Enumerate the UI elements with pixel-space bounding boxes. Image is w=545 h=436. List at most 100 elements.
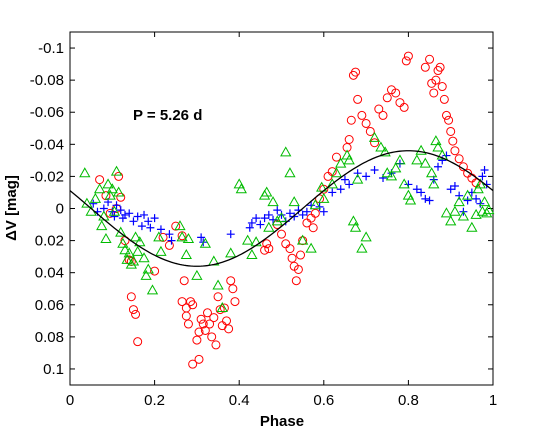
circle-marker [399, 102, 409, 112]
circle-marker [222, 316, 232, 326]
circle-marker [228, 284, 238, 294]
x-tick-label: 0.4 [229, 392, 250, 409]
circle-marker [357, 110, 367, 120]
circle-marker [215, 305, 225, 315]
plus-marker [125, 209, 134, 218]
triangle-marker [79, 167, 91, 178]
plus-marker [482, 180, 491, 189]
plus-marker [450, 182, 459, 191]
triangle-marker [343, 154, 355, 165]
triangle-marker [440, 207, 453, 218]
plus-marker [120, 210, 129, 219]
triangle-marker [134, 236, 146, 247]
triangle-marker [457, 210, 470, 221]
plus-marker [133, 212, 142, 221]
plus-marker [417, 188, 426, 197]
plus-marker [156, 225, 165, 234]
plus-marker [302, 207, 311, 216]
triangle-marker [119, 244, 131, 255]
triangle-marker [347, 215, 360, 226]
triangle-marker [398, 178, 410, 189]
circle-marker [346, 115, 356, 125]
triangle-marker [445, 215, 457, 226]
triangle-marker [316, 181, 328, 192]
circle-marker [224, 324, 234, 334]
fit-curve [69, 150, 494, 267]
triangle-marker [326, 178, 338, 189]
circle-marker [213, 292, 223, 302]
triangle-marker [415, 144, 427, 155]
triangle-marker [112, 186, 125, 197]
circle-marker [441, 110, 451, 120]
circle-marker [131, 309, 141, 319]
circle-marker [114, 171, 124, 181]
y-tick-label: -0.02 [30, 168, 64, 185]
triangle-marker [305, 242, 317, 253]
circle-marker [308, 223, 318, 233]
y-tick-label: -0.06 [30, 104, 64, 121]
circle-marker [202, 308, 212, 318]
triangle-marker [89, 192, 102, 203]
plus-marker [264, 210, 273, 219]
x-tick-label: 0 [66, 392, 74, 409]
plus-marker [285, 209, 294, 218]
circle-marker [439, 94, 449, 104]
circle-marker [133, 337, 143, 347]
plus-marker [319, 207, 328, 216]
circle-marker [435, 62, 445, 72]
circle-marker [211, 340, 221, 350]
y-axis-label: ΔV [mag] [3, 175, 20, 241]
triangle-marker [174, 220, 186, 231]
triangle-marker [129, 231, 142, 242]
triangle-marker [284, 167, 296, 178]
plus-marker [112, 201, 121, 210]
circle-marker [128, 305, 138, 315]
circle-marker [425, 54, 435, 64]
triangle-marker [117, 237, 129, 248]
triangle-marker [368, 131, 381, 142]
triangle-marker [106, 183, 118, 194]
circle-marker [209, 313, 219, 323]
circle-marker [207, 332, 217, 342]
plus-marker [108, 207, 117, 216]
circle-marker [179, 276, 189, 286]
triangle-marker [419, 157, 431, 168]
x-tick-label: 0.6 [313, 392, 334, 409]
plus-marker [110, 212, 119, 221]
plus-marker [256, 220, 265, 229]
plus-marker [434, 162, 443, 171]
y-tick-label: 0.02 [35, 233, 64, 250]
plus-marker [150, 214, 159, 223]
plus-marker [197, 233, 206, 242]
triangle-marker [453, 196, 465, 207]
y-tick-label: -0.04 [30, 136, 64, 153]
plus-marker [137, 222, 146, 231]
plot-area [69, 31, 494, 386]
circle-marker [188, 300, 198, 310]
plus-marker [165, 230, 174, 239]
plus-marker [336, 185, 345, 194]
circle-marker [277, 229, 286, 239]
x-tick-label: 1 [489, 392, 497, 409]
triangle-marker [180, 249, 192, 260]
triangle-marker [461, 189, 474, 200]
x-axis-label: Phase [260, 413, 304, 430]
triangle-marker [96, 220, 108, 231]
circle-marker [205, 319, 215, 329]
circle-marker [450, 146, 460, 156]
plus-marker [245, 223, 254, 232]
triangle-marker [246, 249, 258, 260]
plus-marker [116, 206, 125, 215]
circle-marker [391, 88, 401, 98]
circle-marker [344, 135, 354, 145]
triangle-marker [390, 162, 402, 173]
triangle-marker [123, 247, 135, 258]
circle-marker [264, 244, 274, 254]
triangle-marker [466, 221, 478, 232]
y-tick-label: 0.04 [35, 265, 64, 282]
plus-marker [273, 206, 282, 215]
triangle-marker [349, 221, 362, 232]
triangle-marker [102, 178, 114, 189]
y-tick-label: 0.06 [35, 297, 64, 314]
circle-marker [382, 93, 392, 103]
